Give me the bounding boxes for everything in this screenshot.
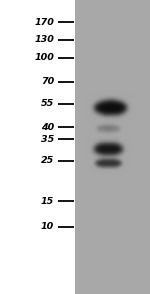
Text: 15: 15 — [41, 197, 54, 206]
Text: 100: 100 — [34, 54, 54, 62]
Text: 35: 35 — [41, 135, 54, 143]
Text: 25: 25 — [41, 156, 54, 165]
Text: 55: 55 — [41, 99, 54, 108]
Text: 70: 70 — [41, 77, 54, 86]
Text: 10: 10 — [41, 223, 54, 231]
Text: 130: 130 — [34, 35, 54, 44]
Text: 170: 170 — [34, 18, 54, 26]
Text: 40: 40 — [41, 123, 54, 131]
